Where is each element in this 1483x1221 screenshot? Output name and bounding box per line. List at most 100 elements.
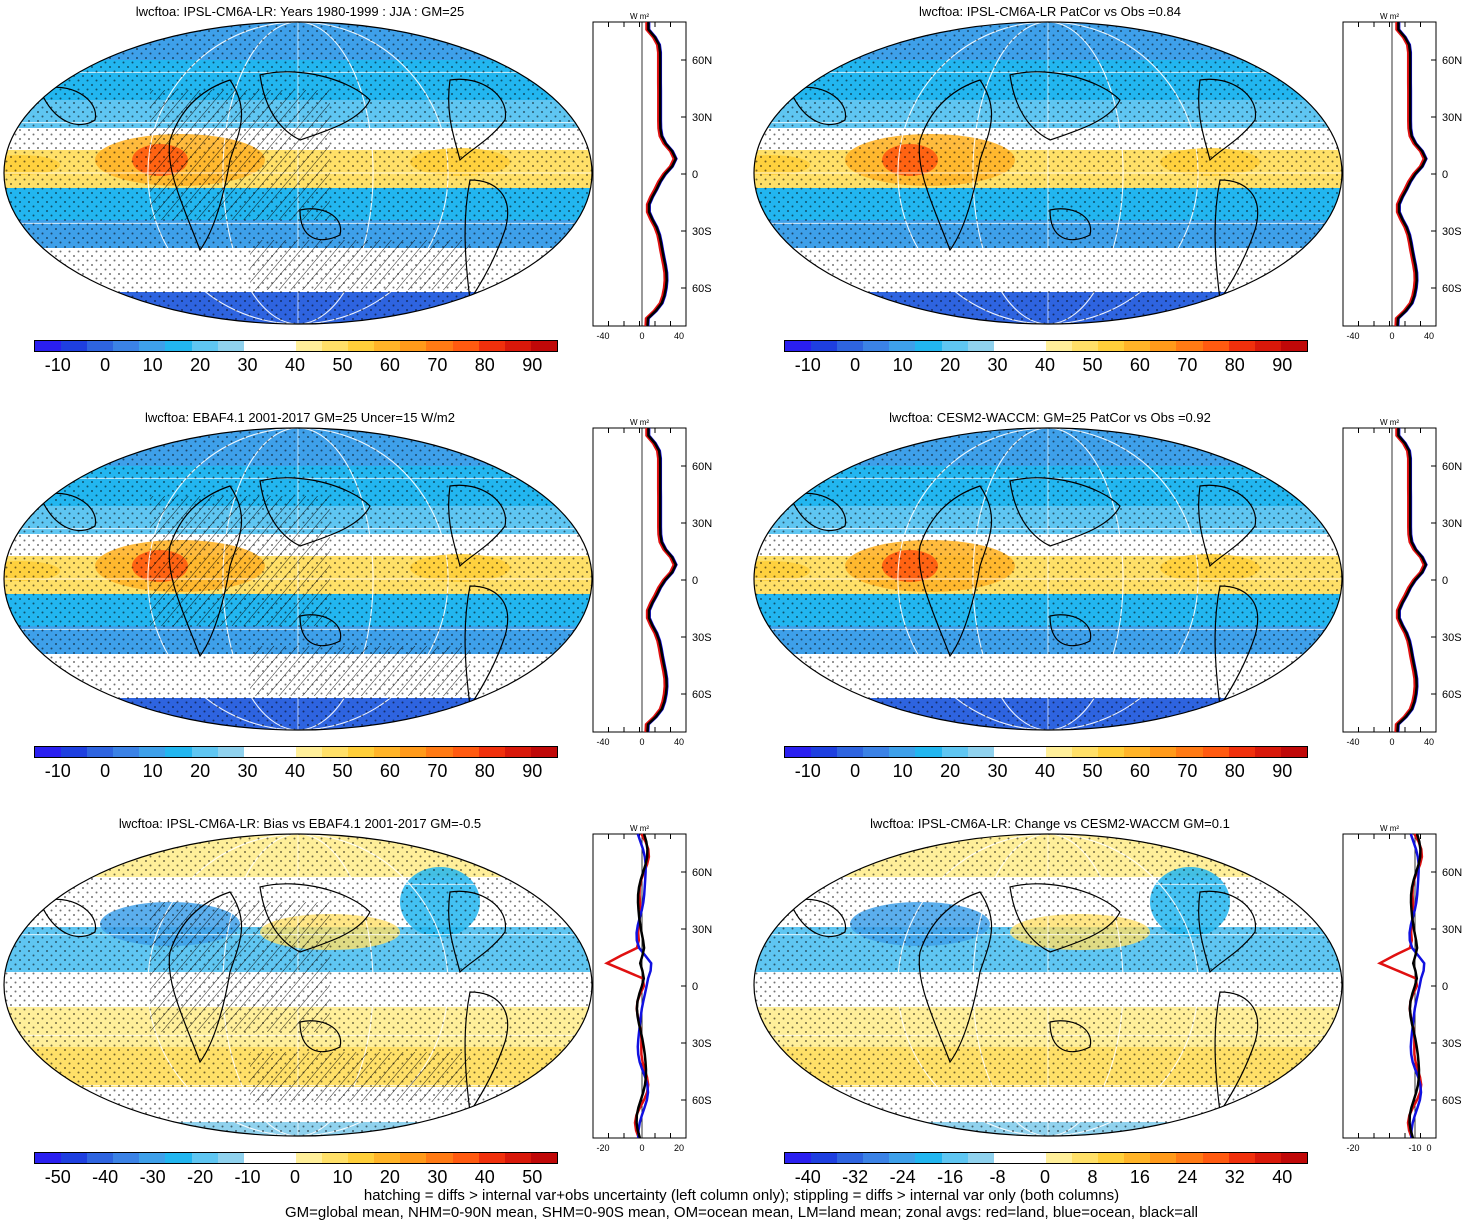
colorbar-tick-label: 70	[1177, 761, 1198, 781]
zonal-all-curve	[1408, 833, 1422, 1139]
map-border	[3, 427, 593, 731]
map-border	[753, 21, 1343, 325]
zonal-mean-plot: W m² 60N 30N 0 30S 60S -40 0 40	[592, 418, 712, 746]
lat-tick-label: 30S	[1442, 632, 1462, 644]
colorbar-tick-label: 30	[427, 1167, 448, 1187]
colorbar-tick-label: 20	[190, 761, 211, 781]
lat-tick-label: 60S	[692, 689, 712, 701]
colorbar-tick-label: -10	[44, 355, 71, 375]
zonal-unit-label: W m²	[630, 12, 649, 21]
colorbar-tick-label: 70	[427, 355, 448, 375]
colorbar-tick-label: 20	[379, 1167, 400, 1187]
robinson-map	[753, 427, 1343, 731]
zonal-mean-plot: W m² 60N 30N 0 30S 60S -20 -10 0	[1342, 824, 1462, 1152]
colorbar-tick-label: 80	[474, 761, 495, 781]
colorbar-tick-label: 80	[474, 355, 495, 375]
colorbar-tick-label: 10	[332, 1167, 353, 1187]
colorbar-labels: -10 0 10 20 30 40 50 60 70 80 90	[34, 761, 556, 783]
lat-tick-label: 30S	[692, 226, 712, 238]
colorbar-tick-label: 60	[1129, 761, 1150, 781]
colorbar-tick-label: -10	[794, 355, 821, 375]
colorbar-tick-label: 30	[237, 761, 258, 781]
colorbar-tick-label: 40	[1034, 761, 1056, 781]
colorbar-tick-label: 20	[190, 355, 211, 375]
zonal-unit-label: W m²	[1380, 12, 1399, 21]
colorbar-tick-label: -50	[44, 1167, 71, 1187]
colorbar-tick-label: -10	[234, 1167, 261, 1187]
colorbar-tick-label: 20	[940, 355, 961, 375]
lat-tick-label: 60N	[692, 867, 712, 879]
zonal-mean-plot: W m² 60N 30N 0 30S 60S -40 0 40	[592, 12, 712, 340]
lat-tick-label: 0	[692, 981, 698, 993]
lat-tick-label: 30N	[1442, 112, 1462, 124]
colorbar-tick-label: 0	[100, 761, 111, 781]
colorbar-tick-label: 0	[289, 1167, 301, 1187]
colorbar-tick-label: -40	[794, 1167, 821, 1187]
colorbar-labels: -50 -40 -30 -20 -10 0 10 20 30 40 50	[34, 1167, 556, 1189]
colorbar-tick-label: -10	[44, 761, 71, 781]
zonal-x-tick-label: -20	[596, 1143, 609, 1152]
colorbar-tick-label: 80	[1224, 355, 1245, 375]
colorbar-tick-label: 40	[1034, 355, 1056, 375]
lat-tick-label: 30N	[1442, 924, 1462, 936]
colorbar-tick-label: 40	[1272, 1167, 1293, 1187]
lat-tick-label: 60N	[1442, 461, 1462, 473]
zonal-all-curve	[646, 428, 678, 733]
colorbar-labels: -10 0 10 20 30 40 50 60 70 80 90	[784, 761, 1306, 783]
lat-tick-label: 0	[692, 169, 698, 181]
colorbar-tick-label: 90	[1272, 761, 1293, 781]
colorbar-tick-label: 50	[332, 761, 353, 781]
colorbar-tick-label: 32	[1224, 1167, 1245, 1187]
zonal-x-tick-label: 0	[1389, 737, 1394, 746]
lat-tick-label: 60S	[692, 283, 712, 295]
footer-line-1: hatching = diffs > internal var+obs unce…	[363, 1187, 1120, 1204]
lat-tick-label: 0	[692, 575, 698, 587]
robinson-map	[753, 21, 1343, 325]
zonal-unit-label: W m²	[1380, 418, 1399, 427]
colorbar-labels: -10 0 10 20 30 40 50 60 70 80 90	[784, 355, 1306, 377]
colorbar-tick-label: -10	[794, 761, 821, 781]
colorbar-tick-label: 10	[142, 355, 163, 375]
zonal-all-curve	[635, 833, 649, 1139]
colorbar-tick-label: 70	[427, 761, 448, 781]
colorbar-labels: -40 -32 -24 -16 -8 0 8 16 24 32 40	[784, 1167, 1306, 1189]
zonal-land-curve	[1394, 22, 1426, 327]
map-border	[3, 21, 593, 325]
zonal-x-tick-label: -10	[1408, 1143, 1421, 1152]
lat-tick-label: 60N	[692, 461, 712, 473]
zonal-x-tick-label: -40	[1346, 737, 1359, 746]
colorbar-tick-label: 40	[284, 355, 306, 375]
robinson-map	[3, 427, 593, 731]
colorbar-tick-label: 60	[379, 761, 400, 781]
colorbar	[784, 746, 1308, 758]
colorbar-tick-label: 40	[284, 761, 306, 781]
lat-tick-label: 0	[1442, 169, 1448, 181]
colorbar-tick-label: -32	[842, 1167, 869, 1187]
colorbar-tick-label: 20	[940, 761, 961, 781]
colorbar-tick-label: 8	[1087, 1167, 1098, 1187]
zonal-x-tick-label: 0	[639, 1143, 644, 1152]
map-border	[3, 833, 593, 1137]
lat-tick-label: 60S	[1442, 283, 1462, 295]
zonal-x-tick-label: 40	[674, 737, 684, 746]
lat-tick-label: 30S	[1442, 1038, 1462, 1050]
colorbar-labels: -10 0 10 20 30 40 50 60 70 80 90	[34, 355, 556, 377]
zonal-x-tick-label: -20	[1346, 1143, 1359, 1152]
colorbar-tick-label: 0	[850, 355, 861, 375]
colorbar-tick-label: -30	[139, 1167, 166, 1187]
zonal-land-curve	[1394, 428, 1426, 733]
lat-tick-label: 60N	[1442, 55, 1462, 67]
lat-tick-label: 60N	[1442, 867, 1462, 879]
colorbar-tick-label: 10	[892, 761, 913, 781]
lat-tick-label: 30N	[692, 518, 712, 530]
colorbar-tick-label: 60	[1129, 355, 1150, 375]
lat-tick-label: 30N	[1442, 518, 1462, 530]
zonal-unit-label: W m²	[630, 824, 649, 833]
colorbar-tick-label: 30	[987, 355, 1008, 375]
colorbar-tick-label: 60	[379, 355, 400, 375]
colorbar-tick-label: 0	[1039, 1167, 1051, 1187]
zonal-x-tick-label: 0	[639, 737, 644, 746]
lat-tick-label: 30S	[1442, 226, 1462, 238]
lat-tick-label: 30N	[692, 924, 712, 936]
colorbar-tick-label: 40	[474, 1167, 495, 1187]
